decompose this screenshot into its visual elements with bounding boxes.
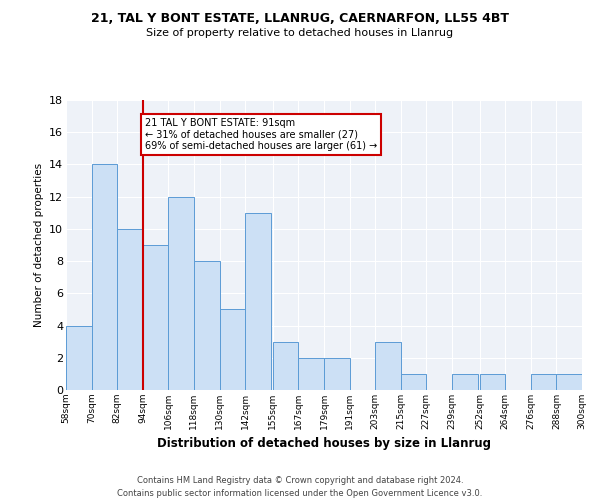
Text: Contains HM Land Registry data © Crown copyright and database right 2024.: Contains HM Land Registry data © Crown c… <box>137 476 463 485</box>
X-axis label: Distribution of detached houses by size in Llanrug: Distribution of detached houses by size … <box>157 438 491 450</box>
Bar <box>298 358 324 390</box>
Text: 21 TAL Y BONT ESTATE: 91sqm
← 31% of detached houses are smaller (27)
69% of sem: 21 TAL Y BONT ESTATE: 91sqm ← 31% of det… <box>145 118 377 151</box>
Bar <box>220 310 245 390</box>
Bar <box>531 374 556 390</box>
Bar <box>273 342 298 390</box>
Bar <box>479 374 505 390</box>
Bar <box>117 229 143 390</box>
Bar <box>324 358 350 390</box>
Text: 21, TAL Y BONT ESTATE, LLANRUG, CAERNARFON, LL55 4BT: 21, TAL Y BONT ESTATE, LLANRUG, CAERNARF… <box>91 12 509 26</box>
Bar <box>556 374 582 390</box>
Bar <box>66 326 92 390</box>
Bar <box>169 196 194 390</box>
Bar <box>375 342 401 390</box>
Bar <box>143 245 169 390</box>
Bar <box>194 261 220 390</box>
Text: Size of property relative to detached houses in Llanrug: Size of property relative to detached ho… <box>146 28 454 38</box>
Bar <box>452 374 478 390</box>
Y-axis label: Number of detached properties: Number of detached properties <box>34 163 44 327</box>
Bar <box>92 164 117 390</box>
Bar <box>245 213 271 390</box>
Bar <box>401 374 427 390</box>
Text: Contains public sector information licensed under the Open Government Licence v3: Contains public sector information licen… <box>118 489 482 498</box>
